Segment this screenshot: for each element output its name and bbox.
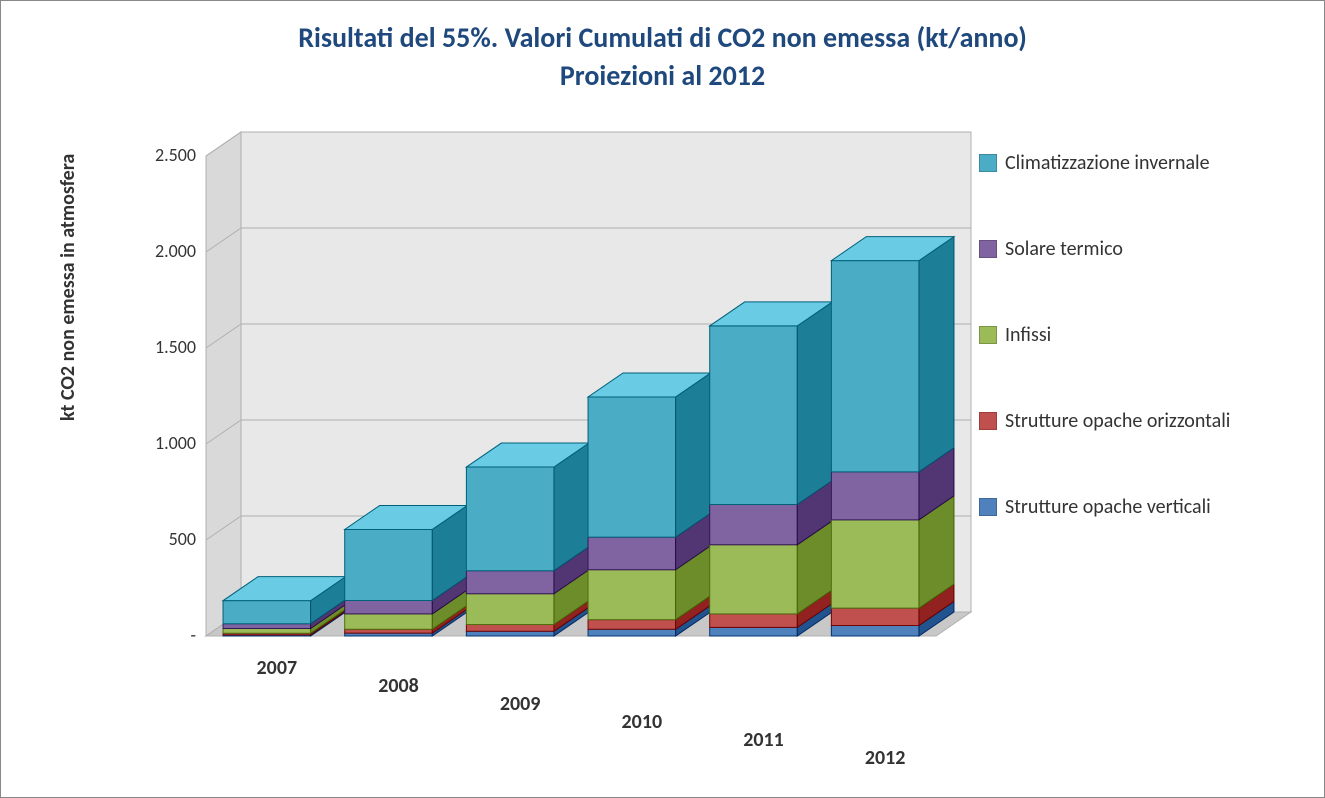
legend-swatch	[979, 326, 997, 344]
y-tick-label: 2.000	[136, 240, 196, 262]
chart-title: Risultati del 55%. Valori Cumulati di CO…	[1, 1, 1324, 95]
x-tick-label: 2007	[237, 656, 317, 680]
legend-swatch	[979, 154, 997, 172]
y-tick-label: 1.500	[136, 336, 196, 358]
chart-container: Risultati del 55%. Valori Cumulati di CO…	[0, 0, 1325, 798]
legend-label: Climatizzazione invernale	[1005, 151, 1210, 175]
y-tick-label: 2.500	[136, 144, 196, 166]
title-line-1: Risultati del 55%. Valori Cumulati di CO…	[1, 19, 1324, 57]
legend-swatch	[979, 240, 997, 258]
plot-svg	[156, 136, 956, 776]
y-tick-label: 500	[136, 528, 196, 550]
legend-item: Solare termico	[979, 237, 1289, 261]
legend-swatch	[979, 412, 997, 430]
x-tick-label: 2010	[602, 710, 682, 734]
x-tick-label: 2011	[724, 728, 804, 752]
legend-item: Strutture opache orizzontali	[979, 409, 1289, 433]
legend-label: Strutture opache verticali	[1005, 495, 1211, 519]
x-tick-label: 2008	[359, 674, 439, 698]
y-tick-label: 1.000	[136, 432, 196, 454]
y-tick-label: -	[136, 624, 196, 646]
legend-label: Solare termico	[1005, 237, 1123, 261]
x-tick-label: 2012	[845, 746, 925, 770]
legend-label: Infissi	[1005, 323, 1051, 347]
plot-area	[156, 136, 956, 696]
legend-item: Infissi	[979, 323, 1289, 347]
legend-label: Strutture opache orizzontali	[1005, 409, 1230, 433]
x-tick-label: 2009	[480, 692, 560, 716]
y-axis-label: kt CO2 non emessa in atmosfera	[56, 154, 80, 421]
legend: Climatizzazione invernale Solare termico I…	[979, 151, 1289, 581]
legend-item: Climatizzazione invernale	[979, 151, 1289, 175]
legend-item: Strutture opache verticali	[979, 495, 1289, 519]
title-line-2: Proiezioni al 2012	[1, 57, 1324, 95]
legend-swatch	[979, 498, 997, 516]
